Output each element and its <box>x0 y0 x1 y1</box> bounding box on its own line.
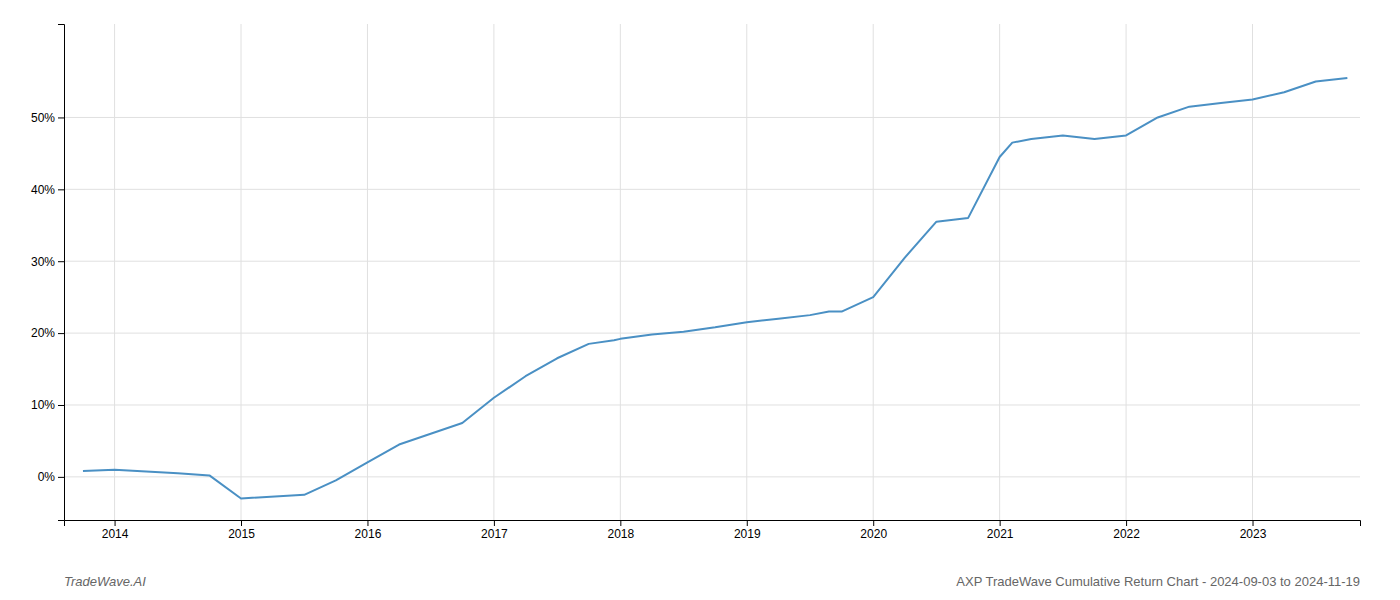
grid-line-y <box>64 333 1360 334</box>
y-tick: 30% <box>31 255 64 269</box>
grid-line-x <box>367 24 368 520</box>
grid-line-x <box>746 24 747 520</box>
x-tick-mark <box>1253 520 1254 526</box>
grid-line-y <box>64 404 1360 405</box>
x-tick-label: 2018 <box>607 527 634 541</box>
grid-line-x <box>620 24 621 520</box>
grid-line-y <box>64 261 1360 262</box>
grid-line-x <box>493 24 494 520</box>
x-tick: 2016 <box>355 520 382 541</box>
x-tick: 2014 <box>102 520 129 541</box>
x-tick-label: 2016 <box>355 527 382 541</box>
grid-line-x <box>999 24 1000 520</box>
footer-left: TradeWave.AI <box>64 574 146 589</box>
grid-line-x <box>114 24 115 520</box>
x-tick-mark <box>1000 520 1001 526</box>
x-tick-mark <box>367 520 368 526</box>
x-tick-mark <box>873 520 874 526</box>
x-tick: 2017 <box>481 520 508 541</box>
y-tick-mark <box>58 477 64 478</box>
x-tick-label: 2014 <box>102 527 129 541</box>
x-tick: 2015 <box>228 520 255 541</box>
marks <box>83 78 1347 499</box>
y-axis-line <box>58 25 65 521</box>
line <box>83 78 1347 499</box>
x-tick: 2022 <box>1113 520 1140 541</box>
y-tick-label: 50% <box>31 111 55 125</box>
footer-right: AXP TradeWave Cumulative Return Chart - … <box>956 574 1360 589</box>
y-tick-mark <box>58 117 64 118</box>
grid-line-x <box>1126 24 1127 520</box>
y-tick-label: 30% <box>31 255 55 269</box>
y-tick-mark <box>58 405 64 406</box>
chart: 2014 2015 2016 2017 2018 2019 2020 2021 2022 2023… <box>0 0 1400 600</box>
x-tick-mark <box>747 520 748 526</box>
y-tick: 50% <box>31 111 64 125</box>
x-tick-label: 2022 <box>1113 527 1140 541</box>
x-tick: 2020 <box>860 520 887 541</box>
y-tick-mark <box>58 333 64 334</box>
y-tick: 10% <box>31 398 64 412</box>
x-tick: 2021 <box>987 520 1014 541</box>
x-tick: 2023 <box>1240 520 1267 541</box>
x-tick: 2018 <box>607 520 634 541</box>
grid-line-x <box>241 24 242 520</box>
x-tick-label: 2019 <box>734 527 761 541</box>
x-tick-label: 2021 <box>987 527 1014 541</box>
x-tick: 2019 <box>734 520 761 541</box>
y-tick: 20% <box>31 326 64 340</box>
y-tick: 0% <box>38 470 64 484</box>
grid-line-y <box>64 117 1360 118</box>
x-axis: 2014 2015 2016 2017 2018 2019 2020 2021 2022 2023 <box>65 520 1361 541</box>
x-tick-mark <box>241 520 242 526</box>
x-tick-label: 2015 <box>228 527 255 541</box>
grid-line-y <box>64 189 1360 190</box>
y-axis: 0% 10% 20% 30% 40% 50% <box>31 25 65 521</box>
x-tick-mark <box>620 520 621 526</box>
y-tick: 40% <box>31 183 64 197</box>
y-tick-mark <box>58 261 64 262</box>
x-tick-mark <box>494 520 495 526</box>
x-tick-label: 2020 <box>860 527 887 541</box>
grid-line-y <box>64 476 1360 477</box>
grid-line-x <box>873 24 874 520</box>
grid <box>64 24 1360 520</box>
x-tick-mark <box>1126 520 1127 526</box>
x-tick-mark <box>115 520 116 526</box>
y-tick-label: 10% <box>31 398 55 412</box>
x-tick-label: 2017 <box>481 527 508 541</box>
y-tick-label: 20% <box>31 326 55 340</box>
plot: 2014 2015 2016 2017 2018 2019 2020 2021 2022 2023… <box>31 24 1361 541</box>
y-tick-label: 40% <box>31 183 55 197</box>
x-tick-label: 2023 <box>1240 527 1267 541</box>
y-tick-mark <box>58 189 64 190</box>
y-tick-label: 0% <box>38 470 56 484</box>
x-axis-line <box>65 521 1361 527</box>
